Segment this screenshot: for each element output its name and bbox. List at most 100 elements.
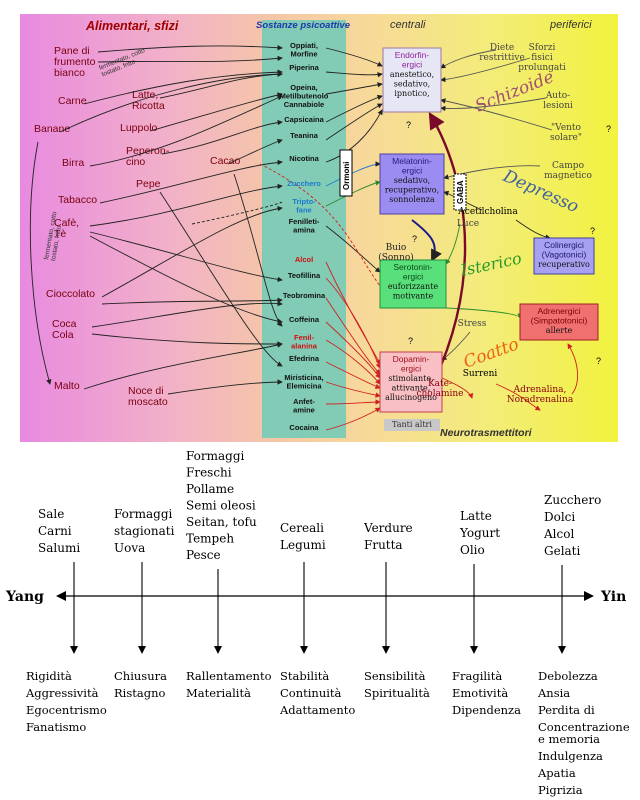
axis-column: Formaggi stagionati Uova Chiusura Ristagno bbox=[114, 507, 175, 700]
axis-trait: Rigidità bbox=[26, 669, 72, 683]
substance-item: Tripto-fane bbox=[292, 197, 316, 215]
axis-down-arrowhead bbox=[558, 646, 566, 654]
substance-item: Oppiati, Morfine bbox=[290, 41, 318, 59]
hormones-box: Ormoni bbox=[339, 149, 353, 197]
question-mark: ? bbox=[406, 120, 411, 130]
question-mark: ? bbox=[590, 226, 595, 236]
foods-title: Alimentari, sfizi bbox=[85, 19, 179, 33]
neurotransmitter-title: Serotonin-ergici bbox=[393, 262, 432, 282]
substance-item: Alcol bbox=[295, 255, 313, 264]
connection-arrow bbox=[411, 219, 442, 262]
axis-food: Verdure bbox=[363, 521, 413, 535]
connection-arrow bbox=[325, 109, 383, 163]
peripheral-label: Tanti altri bbox=[392, 420, 432, 429]
substance-item: Nicotina bbox=[289, 154, 319, 163]
connection-arrow bbox=[227, 138, 283, 165]
peripheral-label: Campo magnetico bbox=[544, 161, 592, 181]
connection-arrow bbox=[325, 161, 381, 187]
psychoactive-diagram: Alimentari, sfizi Sostanze psicoattive c… bbox=[20, 14, 618, 442]
axis-column: Formaggi Freschi Pollame Semi oleosi Seitan,… bbox=[186, 449, 272, 700]
connection-arrow bbox=[325, 399, 381, 405]
connection-arrow bbox=[440, 97, 547, 112]
connection-arrow bbox=[91, 300, 283, 328]
connection-arrow bbox=[515, 219, 551, 240]
axis-column: Verdure Frutta Sensibilità Spiritualità bbox=[363, 521, 430, 700]
peripheral-label: Surreni bbox=[463, 369, 498, 379]
connection-arrow bbox=[167, 379, 283, 395]
substance-item: Fenilleti-amina bbox=[289, 217, 320, 235]
peripheral-title: periferici bbox=[549, 19, 592, 31]
svg-text:GABA: GABA bbox=[456, 180, 465, 204]
connection-arrow bbox=[259, 163, 381, 287]
axis-food: Yogurt bbox=[459, 526, 500, 540]
question-mark: ? bbox=[606, 124, 611, 134]
axis-trait: Indulgenza bbox=[538, 749, 603, 763]
axis-trait: Debolezza bbox=[538, 669, 598, 683]
substance-item: Teofillina bbox=[288, 271, 321, 280]
connection-arrow bbox=[83, 342, 283, 390]
axis-food: Sale bbox=[38, 507, 64, 521]
axis-column: Cereali Legumi Stabilità Continuità Adattame… bbox=[279, 521, 355, 717]
substance-item: Piperina bbox=[289, 63, 319, 72]
neurotransmitter-title: Dopamin-ergici bbox=[393, 354, 430, 374]
axis-food: Pollame bbox=[186, 482, 234, 496]
substance-item: Coffeina bbox=[289, 315, 320, 324]
connection-arrow bbox=[149, 92, 283, 132]
gaba-box: GABA bbox=[453, 173, 467, 211]
question-mark: ? bbox=[596, 356, 601, 366]
neurotransmitter-box: Colinergici (Vagotonici)recuperativo bbox=[533, 237, 595, 275]
question-mark: ? bbox=[412, 234, 417, 244]
peripheral-label: Adrenalina, Noradrenalina bbox=[507, 385, 574, 405]
neurotransmitter-desc: sedativo, recuperativo, sonnolenza bbox=[385, 176, 439, 204]
neurotransmitter-desc: anestetico, sedativo, ipnotico, bbox=[390, 70, 434, 98]
axis-trait: Fanatismo bbox=[26, 720, 86, 734]
axis-column: Sale Carni Salumi Rigidità Aggressività Egoce… bbox=[25, 507, 107, 734]
food-item: Tabacco bbox=[58, 194, 97, 206]
connection-arrow bbox=[83, 69, 283, 105]
neurotransmitter-desc: euforizzante motivante bbox=[388, 282, 439, 301]
connection-arrow bbox=[101, 297, 283, 305]
axis-down-arrowhead bbox=[382, 646, 390, 654]
neurotransmitter-title: Adrenergici (Simpatotonici) bbox=[531, 306, 588, 326]
axis-food: Gelati bbox=[544, 544, 581, 558]
connection-arrow bbox=[97, 55, 283, 63]
neurotransmitter-box: Adrenergici (Simpatotonici)allerte bbox=[519, 303, 599, 341]
substance-item: Zucchero bbox=[287, 179, 321, 188]
connection-arrow bbox=[495, 383, 541, 411]
connection-arrow bbox=[428, 111, 467, 387]
food-item: Carne bbox=[58, 95, 87, 107]
neurotransmitter-desc: recuperativo bbox=[538, 260, 590, 269]
connection-arrow bbox=[325, 180, 381, 207]
connection-arrow bbox=[233, 173, 283, 327]
axis-food: Freschi bbox=[186, 466, 232, 480]
connection-arrow bbox=[440, 98, 553, 131]
substance-item: Opeina, Metilbutenolo Cannabiole bbox=[280, 83, 329, 109]
peripheral-label: Luce bbox=[457, 219, 479, 229]
axis-trait: Fragilità bbox=[452, 669, 502, 683]
axis-food: Formaggi bbox=[186, 449, 245, 463]
axis-trait: Stabilità bbox=[280, 669, 329, 683]
connection-arrow bbox=[325, 361, 381, 389]
axis-food: stagionati bbox=[114, 524, 175, 538]
substances-column bbox=[262, 20, 346, 438]
connection-arrow bbox=[325, 261, 381, 365]
neurotransmitter-title: Endorfin-ergici bbox=[395, 50, 430, 70]
axis-trait: Spiritualità bbox=[364, 686, 430, 700]
connection-arrow bbox=[325, 82, 383, 95]
substance-item: Fenil-alanina bbox=[291, 333, 318, 351]
axis-food: Seitan, tofu bbox=[186, 515, 257, 529]
food-item: Pepe bbox=[136, 178, 161, 190]
axis-trait: Emotività bbox=[452, 686, 508, 700]
axis-trait: Ansia bbox=[537, 686, 570, 700]
food-item: Cafè, Tè bbox=[54, 217, 79, 240]
connection-arrow bbox=[440, 57, 531, 83]
food-item: Cioccolato bbox=[46, 288, 95, 300]
food-item: Noce di moscato bbox=[128, 385, 168, 408]
connection-arrow bbox=[325, 277, 381, 369]
connection-arrow bbox=[99, 159, 283, 204]
connection-arrow bbox=[89, 235, 283, 324]
connection-arrow bbox=[161, 119, 283, 155]
neurotransmitter-title: Colinergici (Vagotonici) bbox=[542, 240, 587, 260]
axis-food: Dolci bbox=[544, 510, 575, 524]
connection-arrow bbox=[159, 71, 283, 99]
